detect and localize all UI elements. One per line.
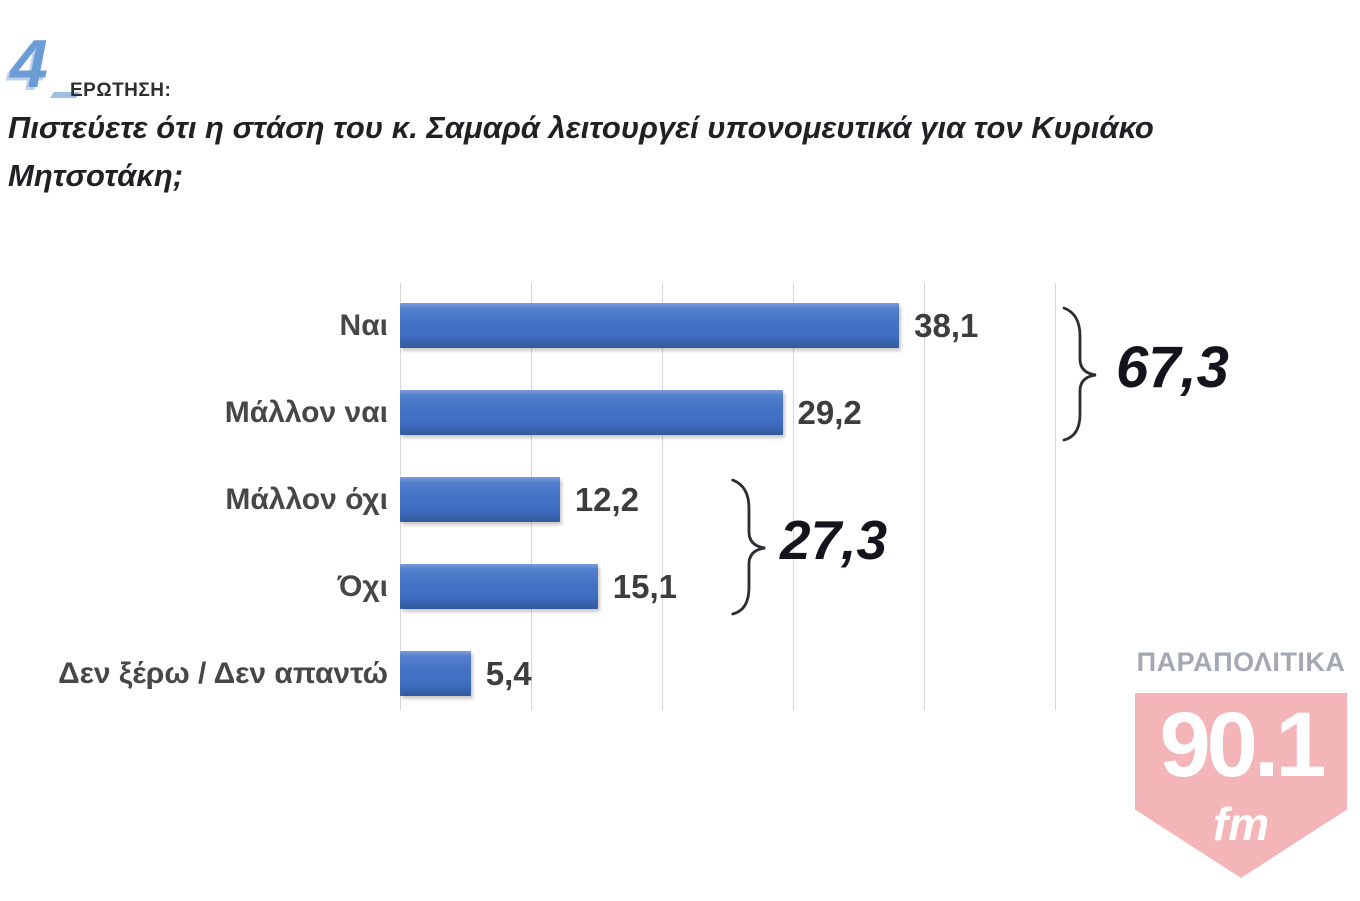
gridline [1055,283,1056,710]
bar [400,564,598,609]
category-label: Μάλλον ναι [224,396,388,429]
bar-value-label: 29,2 [797,394,862,431]
station-logo: ΠΑΡΑΠΟΛΙΤΙΚΑ 90.1 fm [1130,645,1352,890]
bar [400,303,900,348]
question-number: 4 [10,26,48,102]
station-band: fm [1212,798,1270,850]
group-total-no: 27,3 [780,509,888,571]
category-label: Μάλλον όχι [225,483,388,516]
gridline [924,283,925,710]
bar [400,651,471,696]
bar [400,390,783,435]
group-brace-no [731,478,766,616]
station-shield: 90.1 fm [1135,693,1347,878]
category-label: Δεν ξέρω / Δεν απαντώ [58,657,388,690]
bar-chart: Ναι 38,1 Μάλλον ναι 29,2 Μάλλον όχι 12,2 Όχι 15… [0,283,1360,713]
bar-value-label: 38,1 [914,307,979,344]
category-label: Όχι [337,570,388,603]
category-label: Ναι [339,309,388,342]
station-brand-text: ΠΑΡΑΠΟΛΙΤΙΚΑ [1136,647,1346,677]
station-frequency: 90.1 [1159,694,1326,796]
gridline [662,283,663,710]
bar [400,477,560,522]
group-brace-yes [1062,306,1097,442]
bar-value-label: 15,1 [612,568,678,605]
bar-value-label: 5,4 [485,655,532,692]
bar-value-label: 12,2 [574,481,640,518]
gridline [793,283,794,710]
group-total-yes: 67,3 [1116,335,1229,400]
question-kicker: ΕΡΩΤΗΣΗ: [70,80,172,101]
question-text: Πιστεύετε ότι η στάση του κ. Σαμαρά λειτ… [8,110,1154,193]
